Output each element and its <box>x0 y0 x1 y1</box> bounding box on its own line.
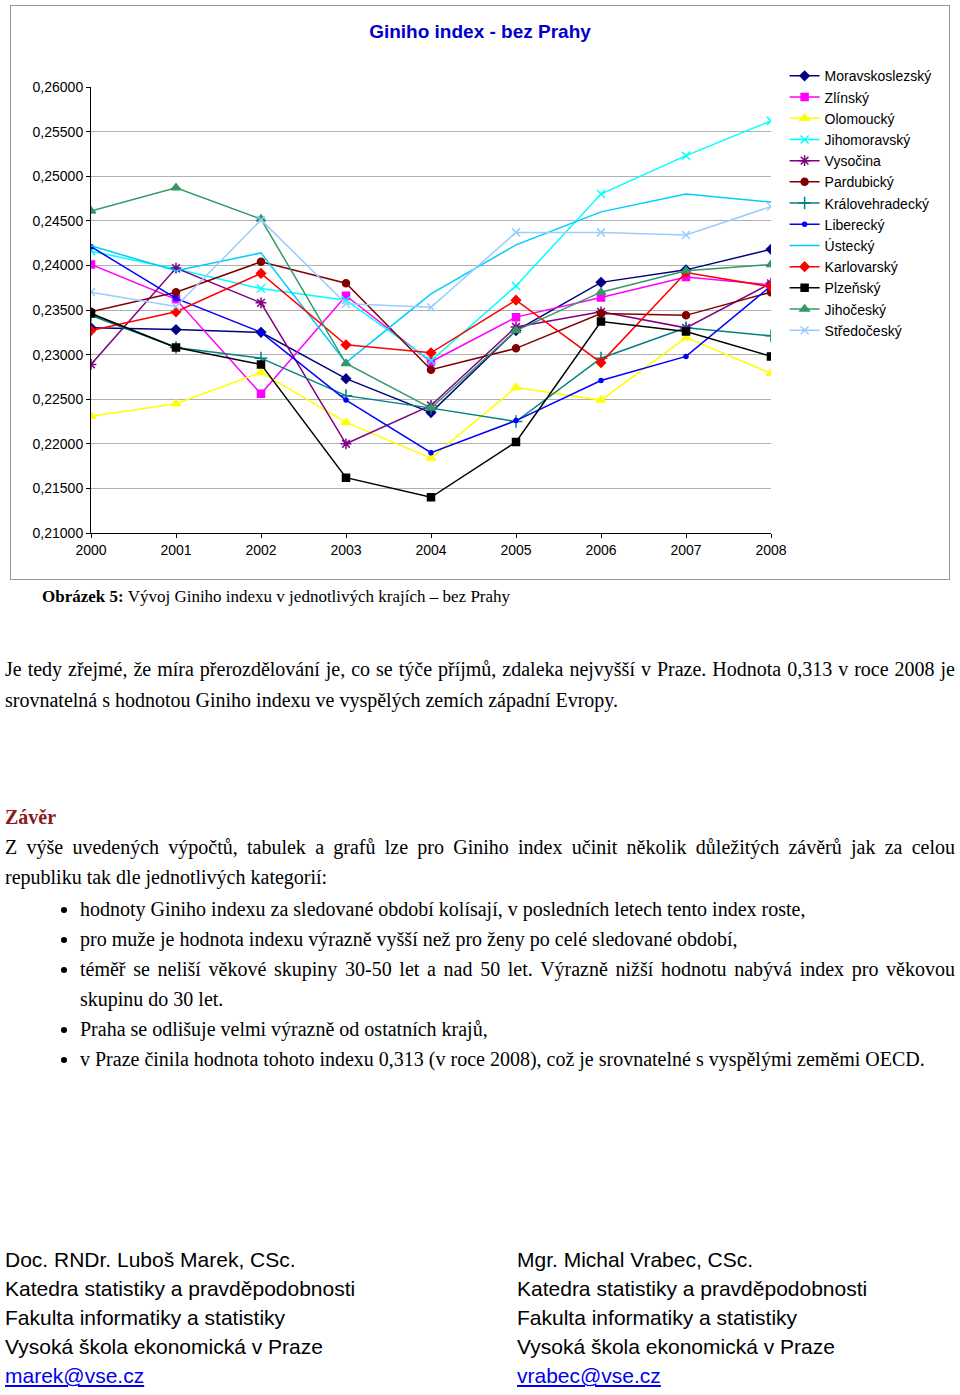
html-text:v Praze činila hodnota tohoto: v Praze činila hodnota tohoto indexu 0,3… <box>80 1048 925 1070</box>
html-text:Je tedy zřejmé, že míra přeroz: Je tedy zřejmé, že míra přerozdělování j… <box>5 658 955 711</box>
html-text:téměř se neliší věkové skupiny: téměř se neliší věkové skupiny 30-50 let… <box>80 958 955 1010</box>
html-text:vrabec@vse.cz: vrabec@vse.cz <box>517 1364 661 1387</box>
svg-text:2001: 2001 <box>160 542 191 558</box>
svg-text:Olomoucký: Olomoucký <box>825 111 895 127</box>
svg-text:2003: 2003 <box>330 542 361 558</box>
svg-text:0,21000: 0,21000 <box>33 525 84 541</box>
svg-text:0,25000: 0,25000 <box>33 168 84 184</box>
svg-text:Ústecký: Ústecký <box>825 238 875 254</box>
svg-text:2007: 2007 <box>670 542 701 558</box>
svg-text:0,23500: 0,23500 <box>33 302 84 318</box>
svg-text:Vysočina: Vysočina <box>825 153 882 169</box>
svg-text:0,22500: 0,22500 <box>33 391 84 407</box>
html-text:Z výše uvedených výpočtů, tabu: Z výše uvedených výpočtů, tabulek a graf… <box>5 836 955 888</box>
svg-text:Jihočeský: Jihočeský <box>825 302 886 318</box>
svg-text:0,26000: 0,26000 <box>33 79 84 95</box>
html-text:Mgr. Michal Vrabec, CSc.: Mgr. Michal Vrabec, CSc. <box>517 1248 754 1271</box>
svg-text:Plzeňský: Plzeňský <box>825 280 881 296</box>
svg-text:0,23000: 0,23000 <box>33 347 84 363</box>
html-text:Praha se odlišuje velmi výrazn: Praha se odlišuje velmi výrazně od ostat… <box>80 1018 488 1040</box>
svg-text:Středočeský: Středočeský <box>825 323 902 339</box>
html-text:Doc. RNDr. Luboš Marek, CSc.: Doc. RNDr. Luboš Marek, CSc. <box>5 1248 296 1271</box>
svg-text:0,22000: 0,22000 <box>33 436 84 452</box>
svg-text:Pardubický: Pardubický <box>825 174 894 190</box>
html-text:marek@vse.cz: marek@vse.cz <box>5 1364 145 1387</box>
svg-text:2008: 2008 <box>755 542 786 558</box>
svg-text:0,21500: 0,21500 <box>33 480 84 496</box>
svg-text:Jihomoravský: Jihomoravský <box>825 132 911 148</box>
html-text:Závěr: Závěr <box>5 806 57 828</box>
svg-text:Liberecký: Liberecký <box>825 217 885 233</box>
svg-text:0,24000: 0,24000 <box>33 257 84 273</box>
html-text:Katedra statistiky a pravděpod: Katedra statistiky a pravděpodobnosti <box>5 1277 356 1300</box>
svg-text:Zlínský: Zlínský <box>825 90 869 106</box>
html-text:hodnoty Giniho indexu za sledo: hodnoty Giniho indexu za sledované obdob… <box>80 898 806 920</box>
svg-text:Giniho index - bez Prahy: Giniho index - bez Prahy <box>369 21 591 42</box>
svg-text:2004: 2004 <box>415 542 446 558</box>
svg-text:0,24500: 0,24500 <box>33 213 84 229</box>
svg-text:Moravskoslezský: Moravskoslezský <box>825 68 932 84</box>
html-text:Fakulta informatiky a statisti: Fakulta informatiky a statistiky <box>5 1306 286 1329</box>
svg-text:2002: 2002 <box>245 542 276 558</box>
html-text:pro muže je hodnota indexu výr: pro muže je hodnota indexu výrazně vyšší… <box>80 928 738 950</box>
html-text:Vysoká škola ekonomická v Praz: Vysoká škola ekonomická v Praze <box>517 1335 835 1358</box>
html-text:Vysoká škola ekonomická v Praz: Vysoká škola ekonomická v Praze <box>5 1335 323 1358</box>
svg-text:0,25500: 0,25500 <box>33 124 84 140</box>
svg-text:2005: 2005 <box>500 542 531 558</box>
html-text:Obrázek 5: Vývoj Giniho indexu: Obrázek 5: Vývoj Giniho indexu v jednotl… <box>42 587 511 606</box>
svg-text:Karlovarský: Karlovarský <box>825 259 898 275</box>
svg-text:Královehradecký: Královehradecký <box>825 196 929 212</box>
svg-text:2006: 2006 <box>585 542 616 558</box>
svg-text:2000: 2000 <box>75 542 106 558</box>
html-text:Fakulta informatiky a statisti: Fakulta informatiky a statistiky <box>517 1306 798 1329</box>
html-text:Katedra statistiky a pravděpod: Katedra statistiky a pravděpodobnosti <box>517 1277 868 1300</box>
